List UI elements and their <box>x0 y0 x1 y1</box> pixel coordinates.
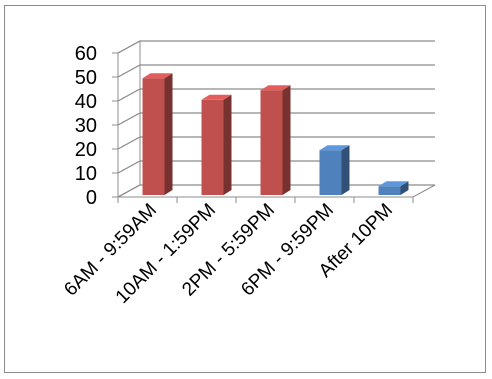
y-tick-label: 30 <box>75 115 97 137</box>
bar-side <box>341 145 350 195</box>
bar <box>201 94 232 195</box>
y-tick-label: 10 <box>75 163 97 185</box>
bar-top <box>201 94 232 100</box>
y-tick-label: 40 <box>75 91 97 113</box>
gridline <box>117 112 435 126</box>
bar-side <box>400 181 409 195</box>
y-tick-label: 0 <box>86 187 97 209</box>
bar-side <box>223 94 232 195</box>
bar-front <box>260 90 283 195</box>
bar-front <box>201 99 224 195</box>
y-tick-label: 60 <box>75 43 97 65</box>
x-tick-label: 10AM - 1:59PM <box>112 200 220 308</box>
bar <box>260 85 291 195</box>
y-tick-label: 50 <box>75 67 97 89</box>
bar-side <box>164 73 173 195</box>
bar-top <box>260 85 291 91</box>
y-tick-label: 20 <box>75 139 97 161</box>
bars <box>142 73 409 195</box>
bar-front <box>319 150 342 195</box>
bar-top <box>142 73 173 79</box>
bar <box>142 73 173 195</box>
gridline <box>117 136 435 150</box>
bar-front <box>378 186 401 195</box>
bar-front <box>142 78 165 195</box>
bar-top <box>378 181 409 187</box>
gridline <box>117 88 435 102</box>
bar-top <box>319 145 350 151</box>
bar-side <box>282 85 291 195</box>
bar <box>319 145 350 195</box>
gridline <box>117 40 435 54</box>
bar <box>378 181 409 195</box>
gridlines <box>112 40 435 203</box>
gridline <box>117 64 435 78</box>
